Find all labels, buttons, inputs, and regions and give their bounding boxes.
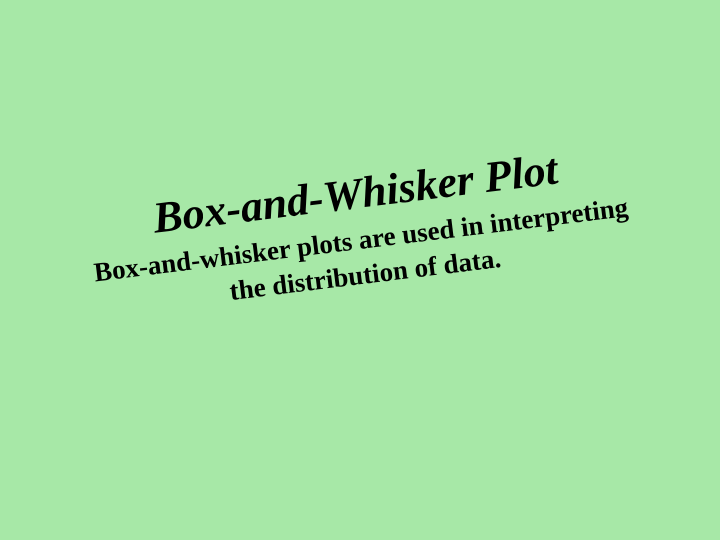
slide: Box-and-Whisker Plot Box-and-whisker plo… bbox=[0, 0, 720, 540]
slide-content: Box-and-Whisker Plot Box-and-whisker plo… bbox=[65, 136, 656, 328]
